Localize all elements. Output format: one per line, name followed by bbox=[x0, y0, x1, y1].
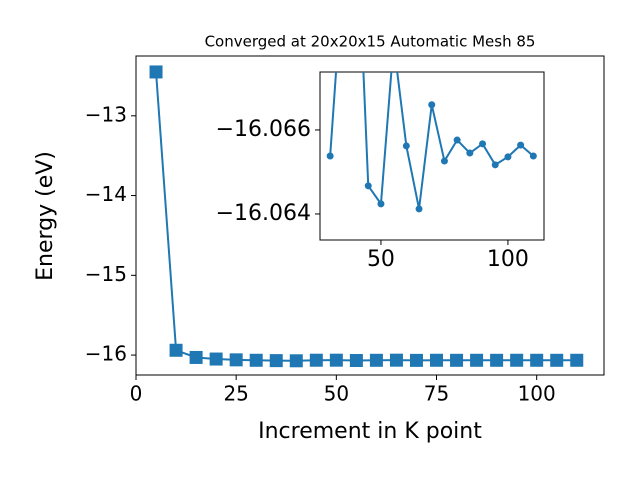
marker bbox=[510, 353, 524, 367]
marker bbox=[428, 101, 436, 109]
marker bbox=[402, 142, 410, 150]
marker bbox=[364, 182, 372, 190]
marker bbox=[415, 205, 423, 213]
x-tick-label: 100 bbox=[487, 247, 529, 272]
marker bbox=[517, 141, 525, 149]
marker bbox=[289, 354, 303, 368]
series bbox=[326, 72, 537, 213]
marker bbox=[349, 353, 363, 367]
chart-title: Converged at 20x20x15 Automatic Mesh 85 bbox=[205, 33, 536, 51]
marker bbox=[369, 353, 383, 367]
marker bbox=[453, 136, 461, 144]
marker bbox=[189, 350, 203, 364]
marker bbox=[570, 353, 584, 367]
x-tick-label: 50 bbox=[324, 382, 349, 406]
marker bbox=[209, 352, 223, 366]
marker bbox=[430, 353, 444, 367]
marker bbox=[470, 353, 484, 367]
x-axis-label: Increment in K point bbox=[258, 419, 482, 444]
series bbox=[149, 65, 584, 368]
y-tick-label: −15 bbox=[85, 262, 127, 286]
marker bbox=[169, 343, 183, 357]
marker bbox=[529, 152, 537, 160]
line bbox=[155, 71, 577, 362]
marker bbox=[466, 149, 474, 157]
marker bbox=[269, 354, 283, 368]
y-tick-label: −14 bbox=[85, 182, 127, 206]
marker bbox=[550, 353, 564, 367]
marker bbox=[530, 353, 544, 367]
marker bbox=[490, 353, 504, 367]
marker bbox=[479, 140, 487, 148]
marker bbox=[249, 353, 263, 367]
x-tick-label: 100 bbox=[518, 382, 556, 406]
y-tick-label: −16 bbox=[85, 342, 127, 366]
x-tick-label: 50 bbox=[367, 247, 395, 272]
marker bbox=[377, 200, 385, 208]
x-tick-label: 25 bbox=[223, 382, 248, 406]
y-tick-label: −13 bbox=[85, 102, 127, 126]
marker bbox=[409, 353, 423, 367]
marker bbox=[440, 157, 448, 165]
y-axis-label: Energy (eV) bbox=[33, 151, 58, 281]
marker bbox=[149, 65, 163, 79]
y-tick-label: −16.064 bbox=[216, 201, 311, 226]
marker bbox=[450, 353, 464, 367]
y-tick-label: −16.066 bbox=[216, 117, 311, 142]
marker bbox=[389, 353, 403, 367]
marker bbox=[229, 353, 243, 367]
x-tick-label: 75 bbox=[424, 382, 449, 406]
x-tick-label: 0 bbox=[130, 382, 143, 406]
marker bbox=[504, 153, 512, 161]
marker bbox=[326, 152, 334, 160]
marker bbox=[329, 353, 343, 367]
marker bbox=[309, 353, 323, 367]
marker bbox=[491, 161, 499, 169]
